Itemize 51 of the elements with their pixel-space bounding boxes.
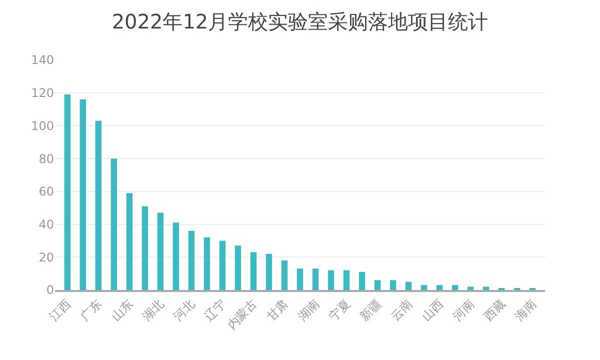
bar [64, 94, 71, 290]
bar [420, 285, 428, 290]
bar [296, 268, 304, 290]
bar [374, 280, 381, 290]
bar [126, 193, 133, 290]
bar [110, 158, 118, 290]
bar [142, 206, 148, 290]
bar [95, 120, 102, 290]
chart-title: 2022年12月学校实验室采购落地项目统计 [112, 9, 488, 34]
y-tick-label: 80 [38, 152, 54, 166]
bar [281, 260, 288, 290]
bar [312, 268, 319, 290]
bar [219, 240, 226, 290]
x-tick-label: 山西 [419, 296, 446, 324]
x-tick-label: 湖北 [140, 296, 167, 324]
y-tick-label: 0 [46, 283, 54, 298]
x-tick-label: 宁夏 [326, 296, 353, 324]
y-tick-label: 60 [38, 184, 54, 199]
bar [405, 282, 412, 290]
bar [358, 272, 366, 290]
x-tick-label: 甘肃 [264, 296, 291, 324]
bar [157, 212, 164, 290]
bar [343, 270, 350, 290]
x-tick-label: 云南 [388, 296, 415, 324]
bar [266, 254, 272, 290]
x-tick-label: 新疆 [357, 296, 384, 324]
bar [467, 286, 474, 290]
y-tick-label: 120 [31, 86, 54, 100]
bar [80, 99, 86, 290]
x-tick-label: 江西 [46, 296, 74, 324]
y-tick-label: 100 [31, 118, 54, 133]
x-tick-label: 海南 [512, 296, 539, 324]
bar [204, 237, 210, 290]
bar [328, 270, 334, 290]
bar [188, 230, 195, 290]
bar [234, 246, 242, 290]
y-tick-label: 40 [38, 217, 54, 232]
bar [482, 286, 490, 290]
y-tick-label: 20 [38, 250, 54, 264]
bar [452, 285, 458, 290]
x-tick-label: 山东 [108, 296, 136, 324]
x-tick-label: 湖南 [295, 296, 322, 324]
x-tick-label: 河北 [170, 296, 198, 324]
bar [172, 222, 180, 290]
x-tick-label: 广东 [78, 296, 105, 324]
x-tick-label: 西藏 [481, 296, 508, 324]
bar [390, 280, 396, 290]
x-tick-label: 河南 [450, 296, 477, 324]
bar [436, 285, 443, 290]
y-tick-label: 140 [31, 53, 54, 68]
bar [250, 252, 257, 290]
